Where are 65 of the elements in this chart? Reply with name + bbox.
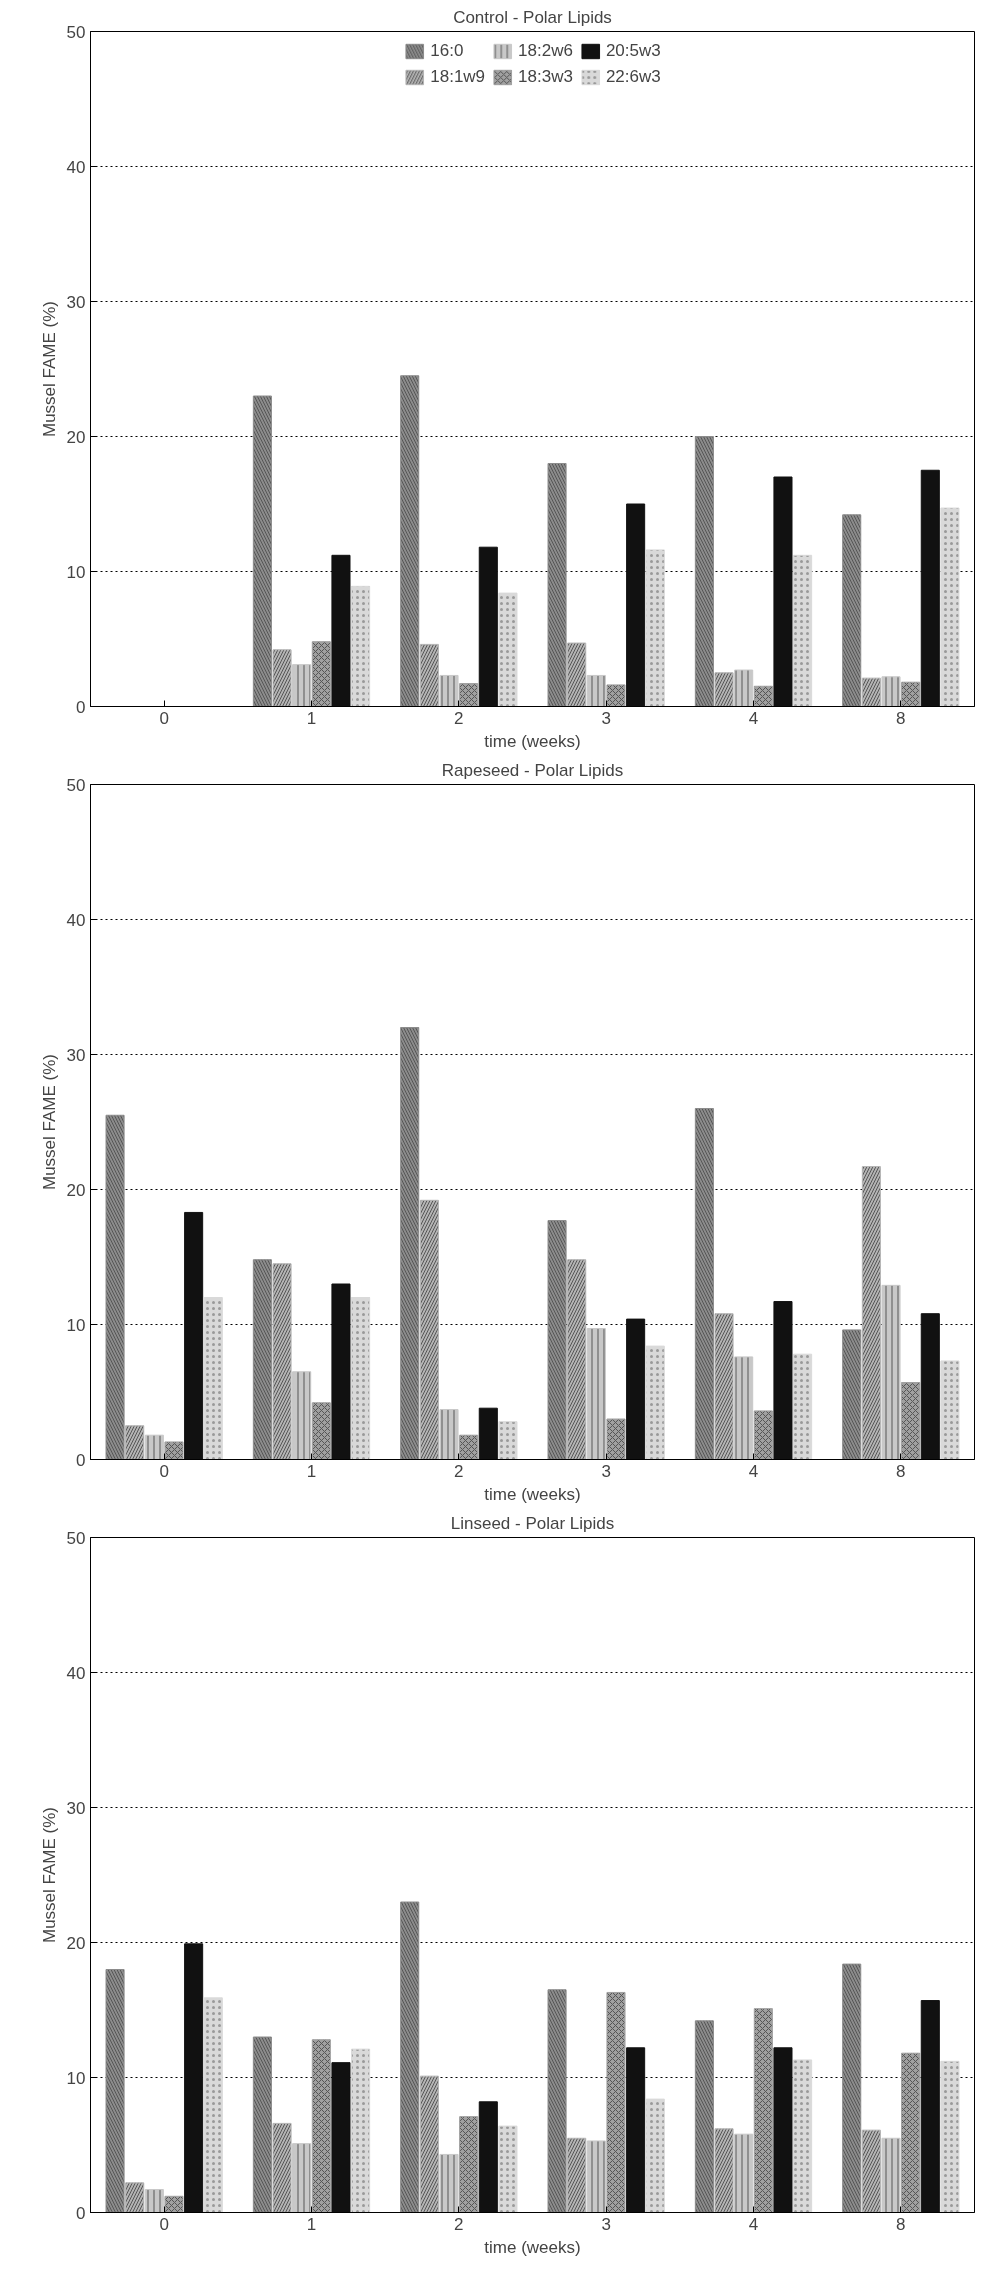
y-tick-label: 30 bbox=[66, 292, 86, 312]
x-axis-title: time (weeks) bbox=[484, 1484, 581, 1504]
chart-title: Control - Polar Lipids bbox=[453, 7, 612, 27]
y-tick-label: 50 bbox=[66, 22, 86, 42]
y-axis-title: Mussel FAME (%) bbox=[39, 300, 59, 438]
y-tick-label: 40 bbox=[66, 157, 86, 177]
bar bbox=[331, 554, 351, 707]
x-tick-label: 8 bbox=[896, 1461, 906, 1481]
bar bbox=[626, 2047, 646, 2213]
x-tick-label: 1 bbox=[306, 708, 317, 728]
bar bbox=[773, 2047, 793, 2213]
x-tick-label: 2 bbox=[454, 2214, 464, 2234]
legend-label: 20:5w3 bbox=[605, 41, 661, 61]
legend-label: 18:3w3 bbox=[518, 67, 573, 87]
x-tick-label: 3 bbox=[601, 708, 611, 728]
y-tick-label: 40 bbox=[66, 1663, 86, 1683]
x-tick-label: 8 bbox=[896, 2214, 906, 2234]
bar bbox=[626, 1318, 646, 1460]
x-tick-label: 4 bbox=[748, 708, 759, 728]
bar bbox=[920, 1313, 940, 1460]
y-axis-title: Mussel FAME (%) bbox=[39, 1053, 59, 1191]
y-tick-label: 10 bbox=[66, 562, 86, 582]
x-axis-title: time (weeks) bbox=[484, 2237, 581, 2257]
bar bbox=[478, 2101, 498, 2213]
x-tick-label: 3 bbox=[601, 2214, 611, 2234]
x-axis-title: time (weeks) bbox=[484, 731, 581, 751]
x-tick-label: 1 bbox=[306, 1461, 317, 1481]
x-tick-label: 0 bbox=[159, 1461, 169, 1481]
bar bbox=[478, 1407, 498, 1460]
legend-label: 16:0 bbox=[430, 41, 464, 61]
y-tick-label: 50 bbox=[66, 1528, 86, 1548]
bar bbox=[626, 503, 646, 707]
bar bbox=[331, 1283, 351, 1460]
y-tick-label: 30 bbox=[66, 1045, 86, 1065]
x-tick-label: 8 bbox=[896, 708, 906, 728]
x-tick-label: 2 bbox=[454, 708, 464, 728]
chart-title: Rapeseed - Polar Lipids bbox=[441, 760, 624, 780]
y-tick-label: 30 bbox=[66, 1798, 86, 1818]
bar bbox=[920, 2000, 940, 2213]
bar bbox=[331, 2062, 351, 2213]
legend-label: 18:1w9 bbox=[430, 67, 486, 87]
y-tick-label: 10 bbox=[66, 1315, 86, 1335]
legend-label: 22:6w3 bbox=[605, 67, 661, 87]
legend-label: 18:2w6 bbox=[518, 41, 573, 61]
bar bbox=[773, 476, 793, 707]
y-tick-label: 20 bbox=[66, 1180, 86, 1200]
chart-title: Linseed - Polar Lipids bbox=[450, 1513, 615, 1533]
y-tick-label: 20 bbox=[66, 1933, 86, 1953]
bar bbox=[184, 1211, 204, 1460]
x-tick-label: 0 bbox=[159, 708, 169, 728]
x-tick-label: 2 bbox=[454, 1461, 464, 1481]
y-axis-title: Mussel FAME (%) bbox=[39, 1806, 59, 1944]
x-tick-label: 4 bbox=[748, 1461, 759, 1481]
y-tick-label: 10 bbox=[66, 2068, 86, 2088]
bar bbox=[773, 1301, 793, 1460]
y-tick-label: 50 bbox=[66, 775, 86, 795]
y-tick-label: 20 bbox=[66, 427, 86, 447]
x-tick-label: 3 bbox=[601, 1461, 611, 1481]
bar bbox=[184, 1943, 204, 2213]
y-tick-label: 40 bbox=[66, 910, 86, 930]
x-tick-label: 1 bbox=[306, 2214, 317, 2234]
bar bbox=[478, 546, 498, 707]
bar bbox=[920, 469, 940, 707]
x-tick-label: 4 bbox=[748, 2214, 759, 2234]
x-tick-label: 0 bbox=[159, 2214, 169, 2234]
